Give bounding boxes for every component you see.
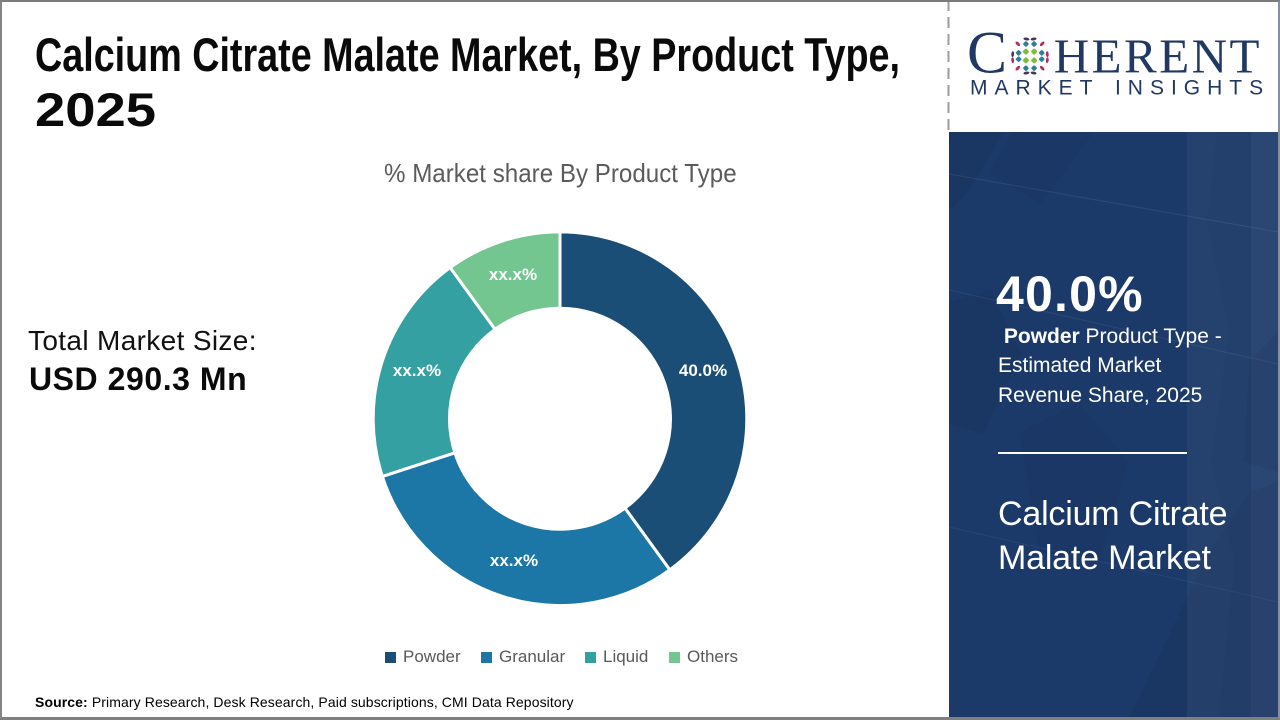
svg-text:C: C [967,20,1007,86]
svg-text:xx.x%: xx.x% [490,551,538,570]
svg-text:xx.x%: xx.x% [393,361,441,380]
svg-text:40.0%: 40.0% [679,361,727,380]
svg-text:MARKET INSIGHTS: MARKET INSIGHTS [970,77,1270,100]
svg-text:HERENT: HERENT [1054,28,1262,83]
svg-text:xx.x%: xx.x% [489,265,537,284]
